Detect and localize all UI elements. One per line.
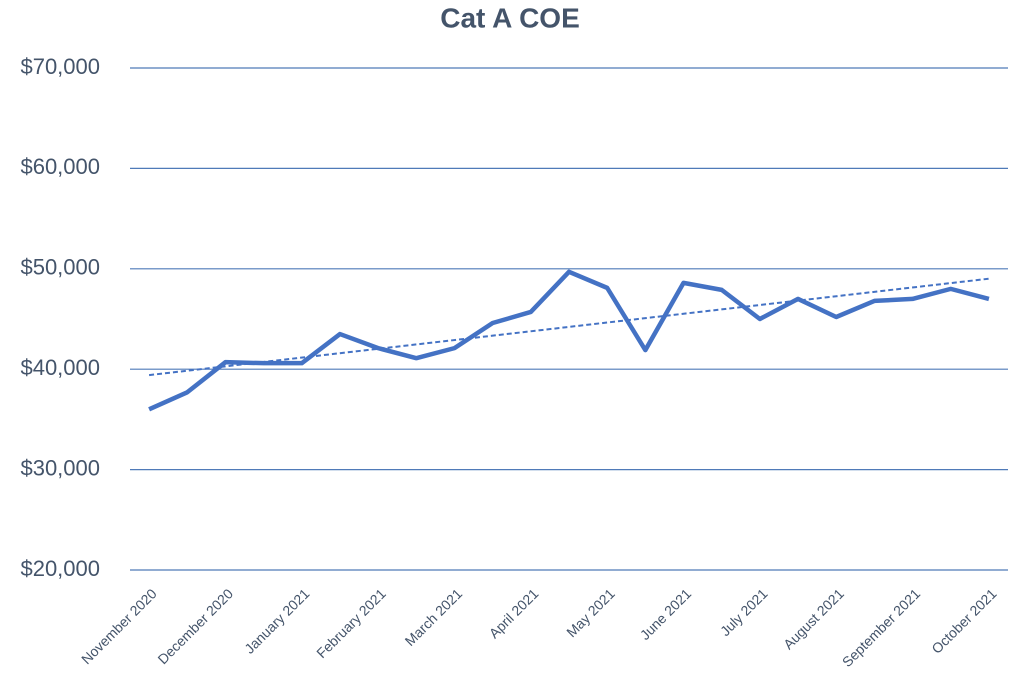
y-tick-label: $60,000 <box>20 154 100 179</box>
line-series <box>148 269 990 412</box>
x-tick-label: January 2021 <box>241 585 312 656</box>
x-tick-label: February 2021 <box>313 585 389 661</box>
y-tick-label: $30,000 <box>20 455 100 480</box>
x-tick-label: March 2021 <box>402 585 466 649</box>
y-tick-label: $40,000 <box>20 355 100 380</box>
x-tick-label: September 2021 <box>839 585 924 670</box>
trendline <box>148 277 990 377</box>
x-tick-label: April 2021 <box>486 585 542 641</box>
x-tick-label: August 2021 <box>780 585 847 652</box>
x-tick-label: December 2020 <box>154 585 236 667</box>
x-tick-label: June 2021 <box>637 585 695 643</box>
y-tick-label: $20,000 <box>20 556 100 581</box>
x-tick-label: May 2021 <box>563 585 618 640</box>
y-tick-label: $70,000 <box>20 54 100 79</box>
chart-title: Cat A COE <box>440 2 580 33</box>
x-tick-label: November 2020 <box>78 585 160 667</box>
y-tick-label: $50,000 <box>20 255 100 280</box>
x-tick-label: October 2021 <box>928 585 999 656</box>
x-tick-label: July 2021 <box>717 585 771 639</box>
